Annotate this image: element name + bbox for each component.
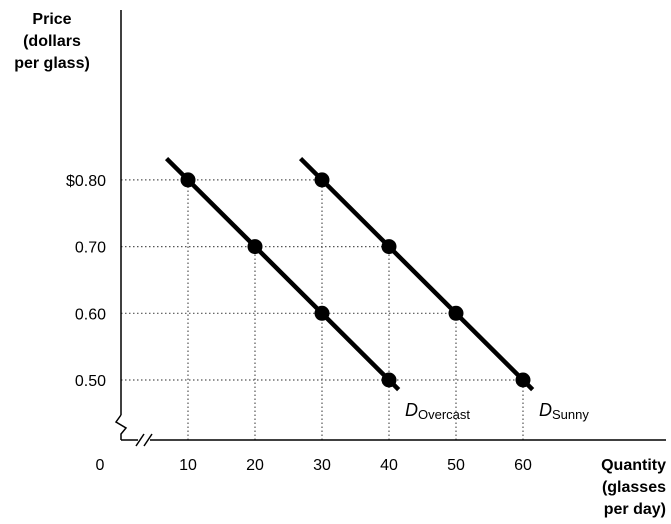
demand-curve-overcast <box>164 156 401 392</box>
data-point <box>314 305 330 321</box>
series-label: DSunny <box>539 400 589 422</box>
x-tick-label: 30 <box>313 457 331 474</box>
y-tick-label: 0.60 <box>75 306 106 323</box>
series-lines <box>164 156 535 392</box>
x-axis-title-line-3: per day) <box>604 501 666 518</box>
x-tick-label: 50 <box>447 457 465 474</box>
data-point <box>448 305 464 321</box>
data-points <box>180 172 531 388</box>
data-point <box>314 172 330 188</box>
x-axis-title-line-2: (glasses <box>602 479 666 496</box>
x-tick-labels: 10 20 30 40 50 60 <box>179 457 532 474</box>
y-axis-title-line-2: (dollars <box>23 33 81 50</box>
y-tick-label: $0.80 <box>66 173 106 190</box>
x-tick-label: 40 <box>380 457 398 474</box>
guide-lines <box>121 179 524 440</box>
series-labels: DOvercast DSunny <box>405 400 589 422</box>
origin-label: 0 <box>96 457 105 474</box>
x-axis-title: Quantity (glasses per day) <box>601 457 666 518</box>
y-axis-title-line-1: Price <box>32 11 71 28</box>
y-tick-labels: $0.80 0.70 0.60 0.50 <box>66 173 106 390</box>
data-point <box>247 239 263 255</box>
y-axis-break <box>114 414 128 440</box>
y-axis-title-line-3: per glass) <box>14 55 90 72</box>
data-point <box>180 172 196 188</box>
y-tick-label: 0.70 <box>75 240 106 257</box>
data-point <box>381 372 397 388</box>
x-axis-title-line-1: Quantity <box>601 457 666 474</box>
y-axis-title: Price (dollars per glass) <box>14 11 90 72</box>
y-tick-label: 0.50 <box>75 373 106 390</box>
x-tick-label: 60 <box>514 457 532 474</box>
axes <box>114 10 666 447</box>
demand-curve-sunny <box>298 156 535 392</box>
data-point <box>381 239 397 255</box>
x-tick-label: 10 <box>179 457 197 474</box>
data-point <box>515 372 531 388</box>
series-label: DOvercast <box>405 400 470 422</box>
x-axis-break <box>135 433 153 447</box>
x-tick-label: 20 <box>246 457 264 474</box>
